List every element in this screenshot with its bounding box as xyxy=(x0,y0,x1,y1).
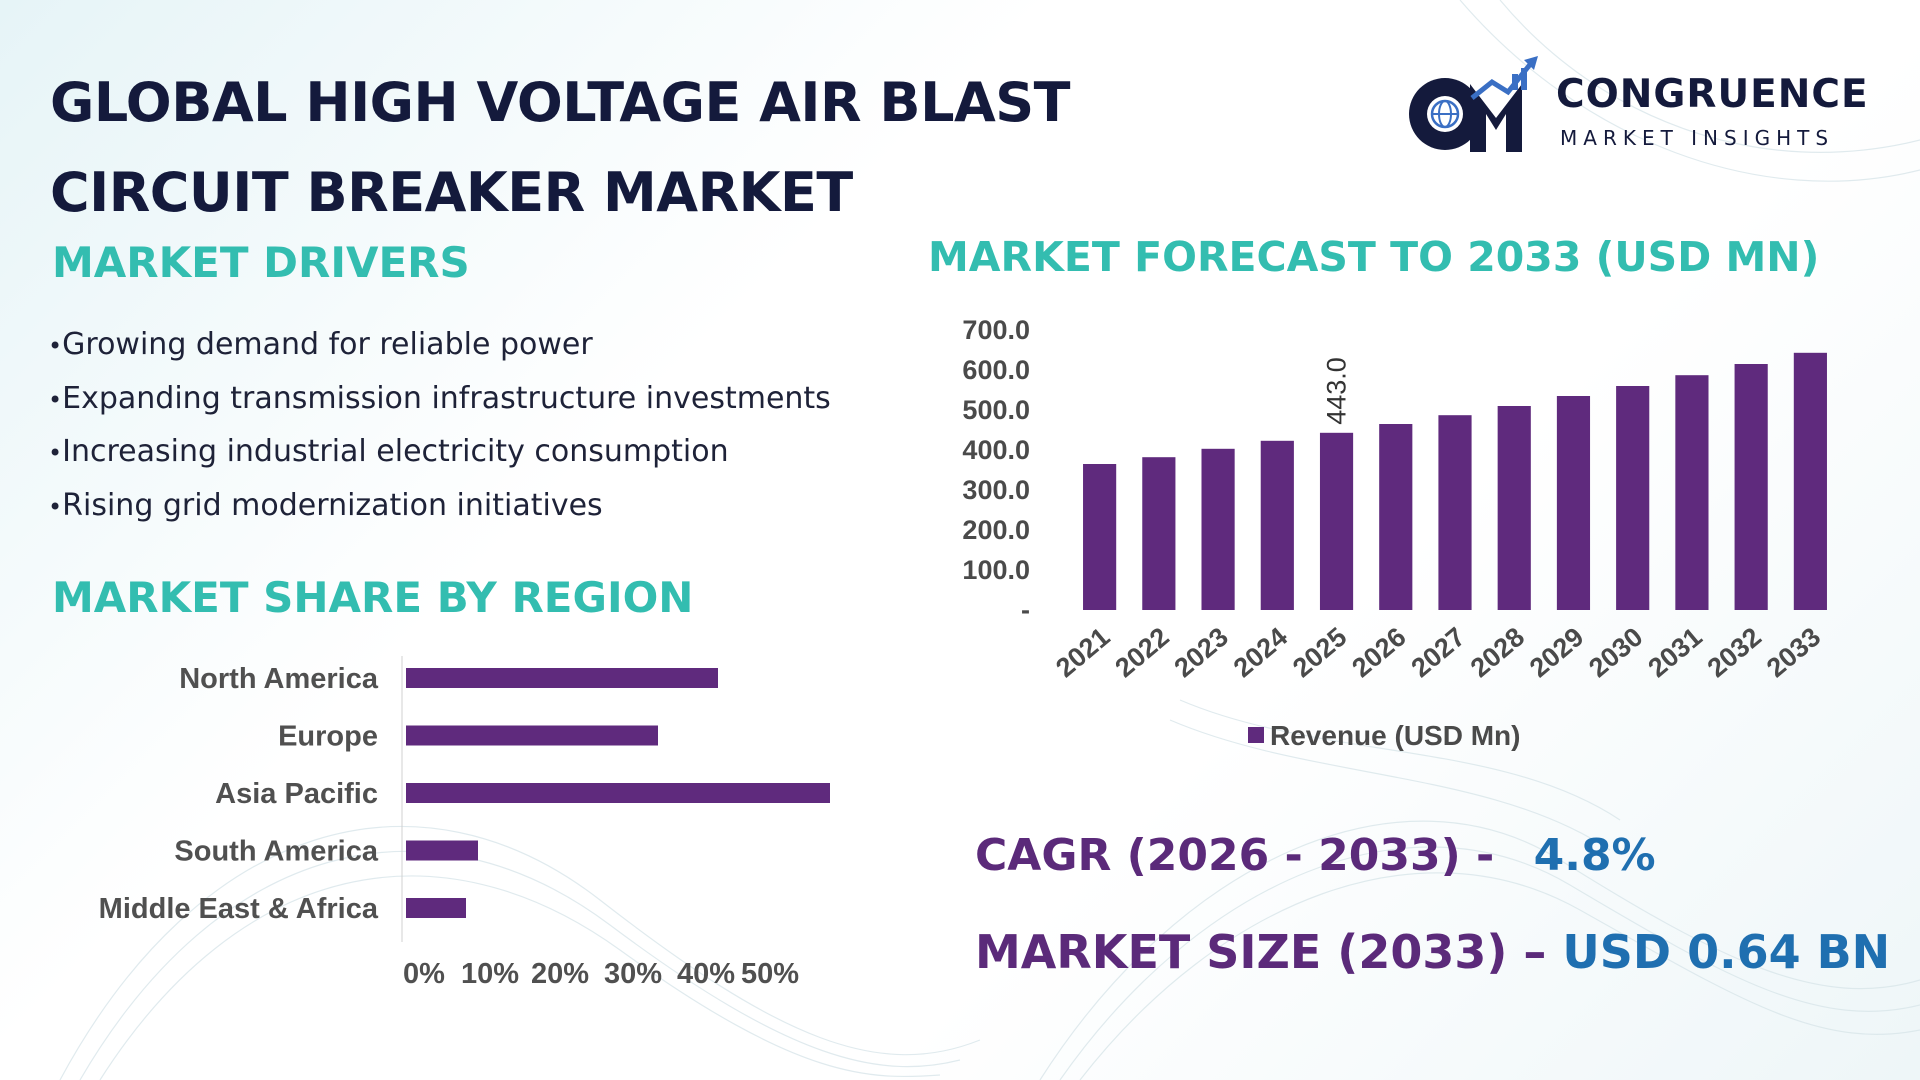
bar-2029 xyxy=(1556,396,1591,610)
market-size-stat: MARKET SIZE (2033) – USD 0.64 BN xyxy=(975,925,1890,979)
x-tick-label: 2029 xyxy=(1524,622,1589,684)
x-tick-label: 2025 xyxy=(1287,622,1352,684)
x-tick-label: 2028 xyxy=(1465,622,1530,684)
region-label: Europe xyxy=(278,721,378,753)
market-forecast-heading: MARKET FORECAST TO 2033 (USD MN) xyxy=(928,233,1820,281)
logo-tagline: MARKET INSIGHTS xyxy=(1560,126,1835,150)
bar-2026 xyxy=(1379,424,1413,610)
bar-2028 xyxy=(1497,406,1531,610)
bar-2031 xyxy=(1675,375,1709,610)
bar-2025 xyxy=(1319,432,1354,610)
y-tick-label: 700.0 xyxy=(962,315,1030,345)
region-bar xyxy=(406,668,718,688)
region-bar xyxy=(406,783,830,803)
x-tick-label: 2021 xyxy=(1050,622,1115,684)
y-tick-label: 300.0 xyxy=(962,475,1030,505)
x-tick-label: 2033 xyxy=(1761,622,1826,684)
driver-item: Rising grid modernization initiatives xyxy=(48,479,831,533)
x-tick-label: 2023 xyxy=(1169,622,1234,684)
region-label: Middle East & Africa xyxy=(99,893,379,925)
x-tick-label: 2032 xyxy=(1702,622,1767,684)
bar-2033 xyxy=(1793,352,1827,610)
region-bar xyxy=(406,725,658,746)
data-label: 443.0 xyxy=(1322,357,1352,425)
region-bar xyxy=(406,898,466,918)
region-bar xyxy=(406,840,478,861)
x-tick-label: 2022 xyxy=(1109,622,1174,684)
driver-item: Increasing industrial electricity consum… xyxy=(48,425,831,479)
y-tick-label: 500.0 xyxy=(962,395,1030,425)
market-drivers-heading: MARKET DRIVERS xyxy=(52,238,470,287)
page-title: GLOBAL HIGH VOLTAGE AIR BLAST CIRCUIT BR… xyxy=(50,58,1071,238)
market-share-region-heading: MARKET SHARE BY REGION xyxy=(52,573,694,622)
logo-name: CONGRUENCE xyxy=(1556,72,1869,117)
x-tick-label: 30% xyxy=(604,958,662,990)
driver-item: Expanding transmission infrastructure in… xyxy=(48,372,831,426)
bar-2032 xyxy=(1734,364,1768,610)
region-label: Asia Pacific xyxy=(215,778,378,810)
title-line-1: GLOBAL HIGH VOLTAGE AIR BLAST xyxy=(50,71,1071,134)
bar-2030 xyxy=(1616,386,1650,610)
x-tick-label: 10% xyxy=(461,958,519,990)
legend-label: Revenue (USD Mn) xyxy=(1270,720,1520,751)
x-tick-label: 0% xyxy=(403,958,445,990)
bar-2022 xyxy=(1142,457,1176,610)
y-tick-label: - xyxy=(1021,595,1030,625)
x-tick-label: 20% xyxy=(531,958,589,990)
market-size-value: USD 0.64 BN xyxy=(1562,925,1891,979)
driver-item: Growing demand for reliable power xyxy=(48,318,831,372)
logo-mark-icon xyxy=(1409,56,1538,152)
x-tick-label: 2030 xyxy=(1583,622,1648,684)
x-tick-label: 2024 xyxy=(1228,622,1293,684)
bar-2021 xyxy=(1083,464,1117,610)
x-tick-label: 2031 xyxy=(1642,622,1707,684)
bar-2024 xyxy=(1260,440,1294,610)
y-tick-label: 400.0 xyxy=(962,435,1030,465)
cagr-stat: CAGR (2026 - 2033) - 4.8% xyxy=(975,830,1656,881)
x-tick-label: 50% xyxy=(741,958,799,990)
y-tick-label: 200.0 xyxy=(962,515,1030,545)
y-tick-label: 100.0 xyxy=(962,555,1030,585)
cagr-label: CAGR (2026 - 2033) - xyxy=(975,830,1495,881)
cagr-value: 4.8% xyxy=(1533,830,1656,881)
region-label: North America xyxy=(179,663,379,695)
forecast-bar-chart: - 100.0 200.0 300.0 400.0 500.0 600.0 700.0 2021… xyxy=(962,315,1827,751)
region-share-chart: North America Europe Asia Pacific South Ame… xyxy=(99,656,830,990)
legend-swatch xyxy=(1248,727,1264,743)
x-tick-label: 2026 xyxy=(1346,622,1411,684)
title-line-2: CIRCUIT BREAKER MARKET xyxy=(50,161,853,224)
x-tick-label: 40% xyxy=(677,958,735,990)
bar-2027 xyxy=(1438,415,1472,610)
bar-2023 xyxy=(1201,448,1235,610)
y-tick-label: 600.0 xyxy=(962,355,1030,385)
x-tick-label: 2027 xyxy=(1406,622,1471,684)
market-size-label: MARKET SIZE (2033) – xyxy=(975,925,1547,979)
region-label: South America xyxy=(174,836,378,868)
market-drivers-list: Growing demand for reliable power Expand… xyxy=(48,318,831,532)
company-logo: CONGRUENCE MARKET INSIGHTS xyxy=(1400,52,1880,162)
